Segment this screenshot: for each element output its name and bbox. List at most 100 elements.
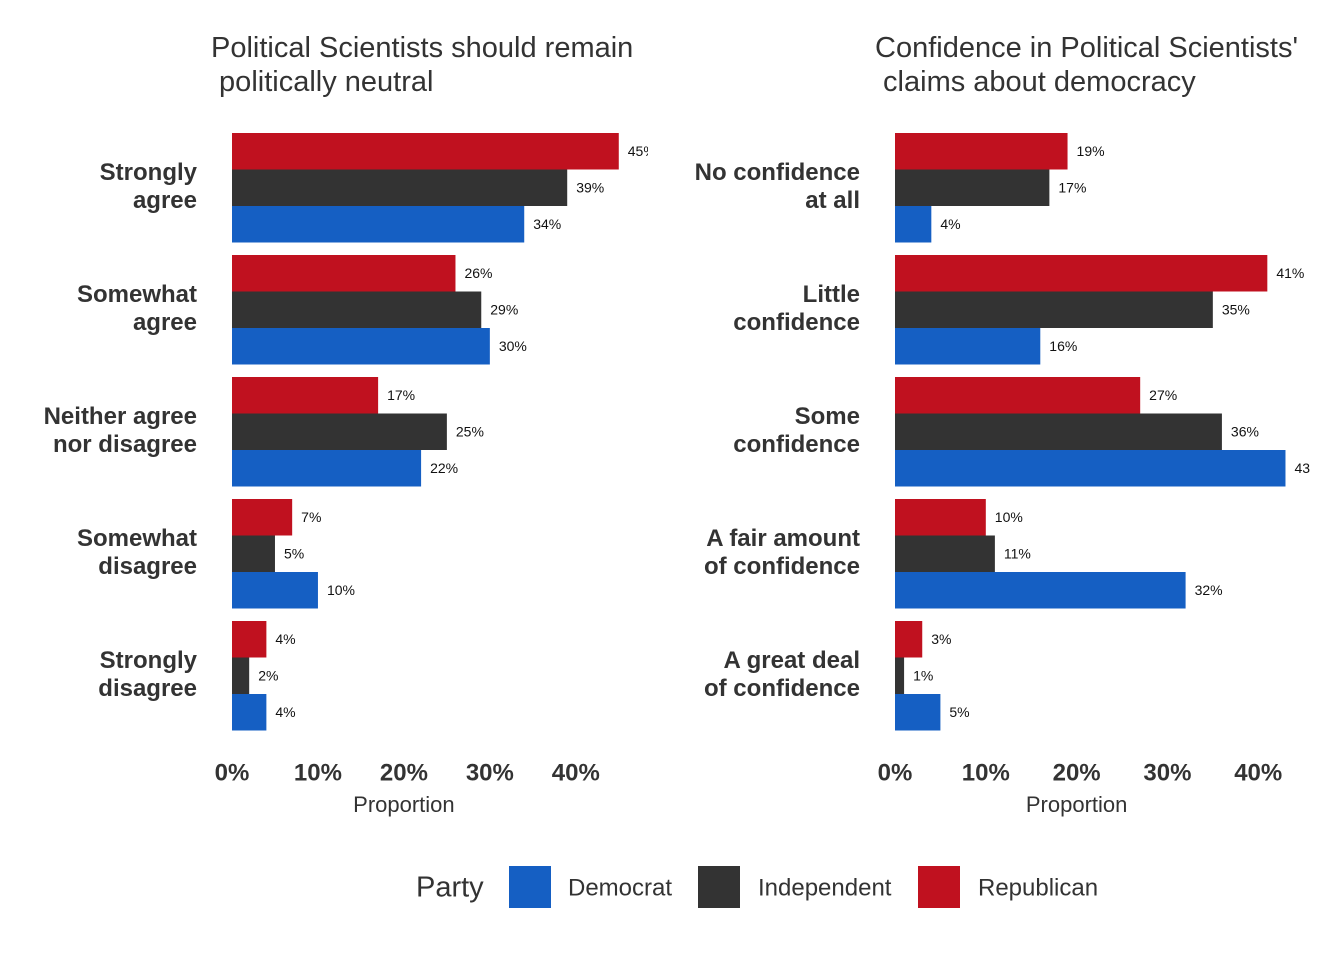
bar — [232, 694, 267, 731]
bar — [895, 169, 1050, 206]
legend-label: Independent — [758, 874, 892, 901]
x-tick-label: 20% — [380, 759, 428, 786]
bar — [232, 657, 250, 694]
x-axis-title: Proportion — [353, 792, 455, 817]
bar — [895, 328, 1041, 365]
value-label: 32% — [1195, 582, 1223, 598]
x-tick-label: 10% — [294, 759, 342, 786]
value-label: 22% — [430, 460, 458, 476]
legend-swatch — [698, 866, 740, 908]
legend-label: Republican — [978, 874, 1098, 901]
x-axis-title: Proportion — [1026, 792, 1128, 817]
bar — [895, 621, 923, 658]
x-tick-label: 40% — [552, 759, 600, 786]
value-label: 39% — [576, 179, 604, 195]
title-group: Political Scientists should remain polit… — [211, 32, 633, 98]
value-label: 43% — [1294, 460, 1322, 476]
bar — [232, 535, 275, 572]
category-label: No confidence at all — [695, 159, 860, 214]
value-label: 34% — [533, 216, 561, 232]
bar — [895, 499, 986, 536]
legend-title: Party — [416, 872, 484, 904]
category-label: Little confidence — [733, 281, 860, 336]
legend-label: Democrat — [568, 874, 672, 901]
bar — [895, 133, 1068, 170]
value-label: 19% — [1077, 143, 1105, 159]
category-line: disagree — [98, 553, 197, 580]
bar — [232, 255, 456, 292]
value-label: 41% — [1276, 265, 1304, 281]
x-tick-label: 30% — [1143, 759, 1191, 786]
category-label: Some confidence — [733, 403, 860, 458]
legend-swatch — [918, 866, 960, 908]
value-label: 45% — [628, 143, 656, 159]
category-label: Neither agree nor disagree — [44, 403, 197, 458]
bar — [895, 572, 1186, 609]
category-line: Strongly — [100, 647, 198, 674]
value-label: 17% — [1058, 179, 1086, 195]
value-label: 5% — [284, 545, 304, 561]
category-label: Somewhat disagree — [77, 525, 197, 580]
bar — [895, 255, 1268, 292]
x-tick-label: 40% — [1234, 759, 1282, 786]
legend-swatch — [509, 866, 551, 908]
category-line: agree — [133, 187, 197, 214]
bar — [232, 450, 422, 487]
bar — [895, 535, 995, 572]
category-line: confidence — [733, 431, 860, 458]
category-line: Strongly — [100, 159, 198, 186]
value-label: 29% — [490, 301, 518, 317]
bar — [895, 291, 1213, 328]
value-label: 3% — [931, 631, 951, 647]
bar — [895, 413, 1222, 450]
plot-area: 4% 16% 43% 32% 5% 17% 35% 36% 11% 1% 19% 41% 27% 10% 3… — [895, 133, 1322, 731]
bar — [232, 499, 293, 536]
value-label: 11% — [1004, 545, 1031, 561]
category-line: agree — [133, 309, 197, 336]
category-line: Somewhat — [77, 525, 197, 552]
category-line: Neither agree — [44, 403, 197, 430]
value-label: 1% — [913, 667, 933, 683]
category-label: Somewhat agree — [77, 281, 197, 336]
category-line: nor disagree — [53, 431, 197, 458]
value-label: 35% — [1222, 301, 1250, 317]
category-label: A fair amount of confidence — [704, 525, 860, 580]
value-label: 7% — [301, 509, 321, 525]
category-line: confidence — [733, 309, 860, 336]
value-label: 26% — [464, 265, 492, 281]
bar — [232, 133, 619, 170]
bar — [232, 169, 568, 206]
bar — [895, 657, 905, 694]
chart-title: Political Scientists should remain polit… — [211, 32, 633, 98]
value-label: 36% — [1231, 423, 1259, 439]
category-label: Strongly disagree — [98, 647, 197, 702]
value-label: 10% — [995, 509, 1023, 525]
category-line: No confidence — [695, 159, 860, 186]
x-tick-label: 20% — [1053, 759, 1101, 786]
x-tick-label: 0% — [878, 759, 913, 786]
category-line: of confidence — [704, 553, 860, 580]
x-tick-label: 0% — [215, 759, 250, 786]
category-label: Strongly agree — [100, 159, 198, 214]
category-line: Some — [795, 403, 860, 430]
value-label: 25% — [456, 423, 484, 439]
bar — [232, 291, 482, 328]
bar — [232, 413, 447, 450]
category-line: of confidence — [704, 675, 860, 702]
value-label: 17% — [387, 387, 415, 403]
category-line: A fair amount — [706, 525, 860, 552]
value-label: 10% — [327, 582, 355, 598]
bar — [232, 206, 525, 243]
value-label: 5% — [949, 704, 969, 720]
bar — [232, 328, 490, 365]
value-label: 27% — [1149, 387, 1177, 403]
chart-title: Confidence in Political Scientists' clai… — [875, 32, 1298, 98]
value-label: 30% — [499, 338, 527, 354]
x-tick-label: 10% — [962, 759, 1010, 786]
plot-area: 34% 30% 22% 10% 4% 39% 29% 25% 5% 2% 45% 26% 17% 7% 4% — [232, 133, 656, 731]
value-label: 16% — [1049, 338, 1077, 354]
x-tick-label: 30% — [466, 759, 514, 786]
value-label: 4% — [940, 216, 960, 232]
category-label: A great deal of confidence — [704, 647, 860, 702]
